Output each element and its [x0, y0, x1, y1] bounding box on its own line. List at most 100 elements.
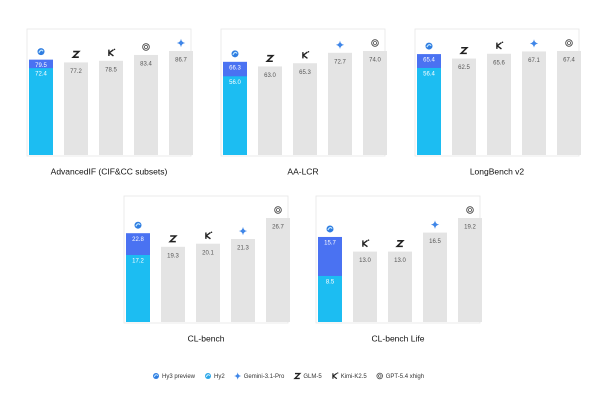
value-label: 72.7 — [334, 59, 346, 65]
icon — [496, 42, 502, 50]
icon — [232, 51, 238, 56]
icon — [425, 42, 433, 50]
icon — [395, 239, 405, 248]
icon — [142, 43, 150, 51]
legend-item: Kimi-K2.5 — [332, 372, 368, 380]
bar — [99, 60, 123, 156]
legend-label: Gemini-3.1-Pro — [244, 374, 285, 380]
value-label: 62.5 — [458, 65, 470, 71]
legend-item: Gemini-3.1-Pro — [234, 372, 285, 380]
value-label: 56.4 — [423, 72, 435, 78]
bar — [134, 54, 158, 155]
icon — [276, 208, 280, 212]
bar — [29, 68, 53, 155]
icon — [134, 221, 142, 229]
icon — [337, 372, 339, 374]
icon — [302, 51, 308, 59]
chart-title: CL-bench — [188, 333, 225, 343]
bar — [417, 67, 441, 155]
value-label: 79.5 — [35, 63, 47, 69]
icon — [367, 239, 370, 241]
icon — [265, 54, 275, 63]
value-label: 67.4 — [563, 58, 575, 64]
icon — [210, 231, 213, 233]
chart-title: LongBench v2 — [470, 166, 525, 176]
icon — [501, 41, 504, 44]
legend-item: GPT-5.4 xhigh — [376, 372, 424, 380]
legend-label: Kimi-K2.5 — [341, 374, 368, 380]
bar — [522, 51, 546, 156]
value-label: 65.3 — [299, 70, 311, 76]
icon — [430, 220, 440, 229]
icon — [371, 39, 379, 47]
value-label: 65.4 — [423, 58, 435, 64]
icon — [373, 41, 377, 45]
bar — [353, 251, 377, 322]
bar — [258, 66, 282, 155]
icon — [378, 374, 382, 378]
icon — [362, 239, 368, 248]
icon — [529, 39, 539, 48]
chart-title: AA-LCR — [287, 166, 318, 176]
value-label: 15.7 — [324, 241, 336, 247]
value-label: 8.5 — [326, 280, 335, 286]
icon — [238, 226, 248, 236]
icon — [176, 38, 186, 48]
icon — [274, 206, 282, 214]
value-label: 19.3 — [167, 253, 179, 259]
legend-item: Hy3 preview — [153, 373, 196, 380]
icon — [205, 231, 211, 240]
value-label: 78.5 — [105, 67, 117, 73]
icon — [565, 39, 573, 47]
value-label: 21.3 — [237, 246, 249, 252]
legend: Hy3 preview Hy2 Gemini-3.1-Pro GLM-5 Kimi-K2… — [153, 372, 424, 380]
chart: 66.3 56.0 63.0 65.3 72.7 74.0 AA-LCR — [220, 28, 387, 176]
icon — [234, 372, 242, 380]
bar — [318, 275, 342, 322]
bar — [423, 232, 447, 322]
value-label: 13.0 — [359, 258, 371, 264]
icon — [38, 49, 44, 53]
value-label: 67.1 — [528, 58, 540, 64]
icon — [466, 206, 474, 214]
icon — [332, 372, 338, 380]
icon — [231, 50, 239, 58]
icon — [426, 44, 432, 48]
chart: 15.7 8.5 13.0 13.0 16.5 19.2 CL-bench Life — [315, 195, 482, 343]
icon — [335, 40, 345, 50]
value-label: 56.0 — [229, 80, 241, 86]
bar — [169, 51, 193, 155]
legend-item: Hy2 — [205, 373, 225, 380]
icon — [567, 41, 571, 45]
icon — [327, 226, 333, 231]
value-label: 86.7 — [175, 58, 187, 64]
bar — [231, 239, 255, 322]
value-label: 72.4 — [35, 72, 47, 78]
chart: 79.5 72.4 77.2 78.5 83.4 86.7 AdvancedIF (CIF&… — [26, 28, 193, 176]
bar — [126, 255, 150, 322]
value-label: 83.4 — [140, 62, 152, 68]
value-label: 63.0 — [264, 73, 276, 79]
chart-title: AdvancedIF (CIF&CC subsets) — [51, 166, 168, 176]
bar — [487, 53, 511, 155]
bar — [557, 51, 581, 155]
value-label: 26.7 — [272, 225, 284, 231]
icon — [205, 374, 211, 378]
bar — [328, 52, 352, 155]
legend-label: Hy2 — [214, 374, 225, 380]
value-label: 20.1 — [202, 250, 214, 256]
icon — [307, 50, 310, 53]
chart: 65.4 56.4 62.5 65.6 67.1 67.4 LongBench v2 — [414, 28, 581, 176]
bar — [363, 51, 387, 155]
icon — [113, 48, 116, 51]
chart-title: CL-bench Life — [372, 333, 425, 343]
icon — [205, 373, 212, 379]
value-label: 77.2 — [70, 69, 82, 75]
bar — [452, 58, 476, 155]
icon — [37, 48, 45, 56]
chart: 22.8 17.2 19.3 20.1 21.3 26.7 CL-bench — [123, 195, 290, 343]
value-label: 19.2 — [464, 225, 476, 231]
bar — [161, 246, 185, 322]
legend-label: GPT-5.4 xhigh — [386, 374, 424, 380]
